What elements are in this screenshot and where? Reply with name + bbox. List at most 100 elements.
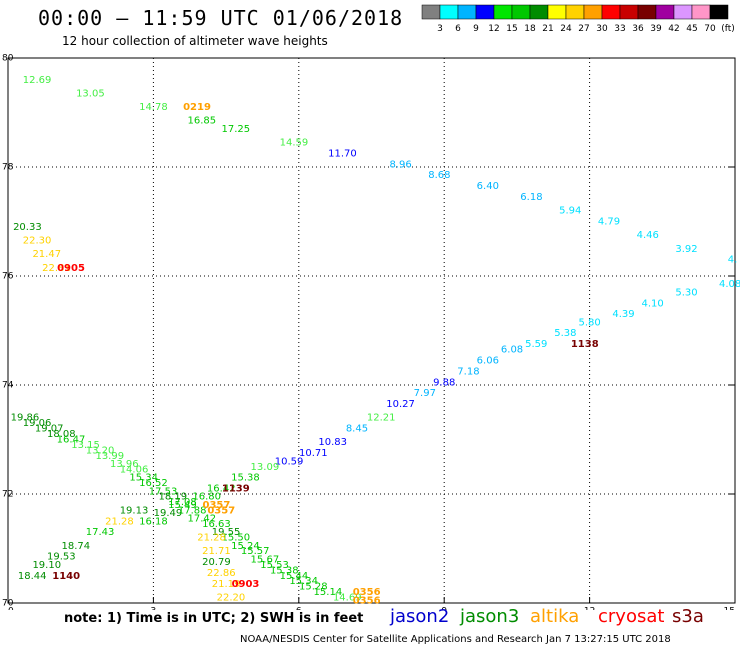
wave-height-label: 14.59 [280,137,309,148]
wave-height-label: 4.46 [637,230,659,241]
wave-height-label: 17.08 [168,497,197,508]
wave-height-plot: 0 3 6 9 12 15 70 72 74 76 78 80 12.69 13.05 14.78 16.85… [2,54,740,611]
pass-time-label: 1139 [222,484,250,495]
wave-height-label: 19.49 [154,508,183,519]
wave-height-label: 18.08 [47,429,76,440]
colorbar-label: 15 [506,24,517,34]
colorbar-label: 30 [596,24,608,34]
colorbar-swatch [709,4,729,20]
wave-height-label: 9.88 [433,377,455,388]
wave-height-label: 16.42 [207,484,236,495]
pass-time-label: 0357 [207,505,235,516]
x-tick-label: 9 [441,607,447,610]
wave-height-label: 5.38 [554,328,576,339]
wave-height-label: 6.08 [501,345,523,356]
pass-time-label: 0219 [183,102,211,113]
wave-height-label: 22.20 [217,593,246,604]
wave-height-label: 5.59 [525,339,547,350]
wave-height-label: 16.52 [139,478,168,489]
y-tick-label: 80 [2,54,14,64]
wave-height-label: 4.39 [612,309,634,320]
wave-height-label: 15.38 [231,473,260,484]
y-tick-label: 74 [2,381,14,391]
x-tick-label: 12 [584,607,595,610]
wave-height-label: 17.42 [188,514,217,525]
wave-height-label: 4.79 [598,217,620,228]
wave-height-label: 15.50 [221,533,250,544]
wave-height-label: 19.06 [23,418,52,429]
colorbar-label: 9 [473,24,479,34]
wave-height-label: 8.68 [428,170,450,181]
wave-height-label: 17.43 [86,527,115,538]
pass-time-label: 0356 [353,587,381,598]
wave-height-label: 16.47 [57,435,86,446]
units-note: note: 1) Time is in UTC; 2) SWH is in fe… [64,611,364,626]
x-tick-label: 0 [8,607,14,610]
colorbar-label: 33 [614,24,625,34]
wave-height-label: 12.69 [23,75,52,86]
wave-height-label: 4.10 [641,298,663,309]
wave-height-label: 22.30 [23,236,52,247]
wave-height-label: 7.97 [414,388,436,399]
wave-height-label: 22.81 [42,263,71,274]
wave-height-label: 18.19 [158,492,187,503]
wave-height-label: 16.63 [202,519,231,530]
wave-height-label: 19.86 [11,413,40,424]
wave-height-label: 10.59 [275,456,304,467]
wave-height-label: 13.09 [251,462,280,473]
wave-height-label: 5.30 [675,287,697,298]
footer-credit: NOAA/NESDIS Center for Satellite Applica… [240,634,671,645]
plot-frame [7,57,736,604]
wave-height-label: 15.67 [251,554,280,565]
wave-height-label: 17.88 [178,505,207,516]
wave-height-label: 21.28 [197,533,226,544]
wave-height-label: 15.44 [280,571,309,582]
pass-time-label: 0356 [353,595,381,606]
wave-height-label: 19.10 [32,560,61,571]
wave-height-label: 17.25 [221,124,250,135]
wave-height-label: 17.53 [149,486,178,497]
wave-height-label: 13.99 [95,451,124,462]
colorbar-label: 24 [560,24,572,34]
y-tick-label: 70 [2,599,14,609]
wave-height-label: 21.47 [32,249,61,260]
wave-height-label: 6.18 [520,192,542,203]
wave-height-label: 14.06 [120,464,149,475]
wave-height-label: 21.19 [212,579,241,590]
wave-height-label: 14.69 [333,593,362,604]
wave-height-label: 13.96 [110,459,139,470]
pass-time-label: 0905 [57,263,85,274]
page-subtitle: 12 hour collection of altimeter wave hei… [62,34,328,48]
wave-height-label: 20.33 [13,222,42,233]
wave-height-label: 10.27 [386,399,415,410]
colorbar-label: 36 [632,24,644,34]
wave-height-label: 13.20 [86,445,115,456]
y-tick-label: 76 [2,272,14,282]
satellite-legend-cryosat: cryosat [598,606,665,627]
wave-height-label: 8.45 [346,424,368,435]
wave-height-label: 21.28 [105,516,134,527]
page-title: 00:00 – 11:59 UTC 01/06/2018 [38,6,404,30]
colorbar-label: 6 [455,24,461,34]
wave-height-label: 16.85 [188,116,217,127]
pass-time-label: 1140 [52,571,80,582]
colorbar-label: 39 [650,24,662,34]
colorbar-label: 27 [578,24,589,34]
x-tick-label: 6 [296,607,302,610]
pass-time-label: 0903 [232,579,260,590]
wave-height-label: 13.15 [71,440,100,451]
wave-height-label: 21.71 [202,546,231,557]
wave-height-label: 11.70 [328,148,357,159]
wave-height-label: 15.14 [314,587,343,598]
wave-height-label: 15.57 [241,546,270,557]
wave-height-label: 13.05 [76,88,105,99]
x-tick-label: 15 [724,607,735,610]
satellite-legend-jason3: jason3 [460,606,520,627]
colorbar-label: 45 [686,24,697,34]
wave-height-label: 20.79 [202,557,231,568]
x-tick-label: 3 [151,607,157,610]
wave-height-label: 16.18 [139,516,168,527]
wave-height-label: 15.34 [129,473,158,484]
wave-height-label: 14.78 [139,102,168,113]
